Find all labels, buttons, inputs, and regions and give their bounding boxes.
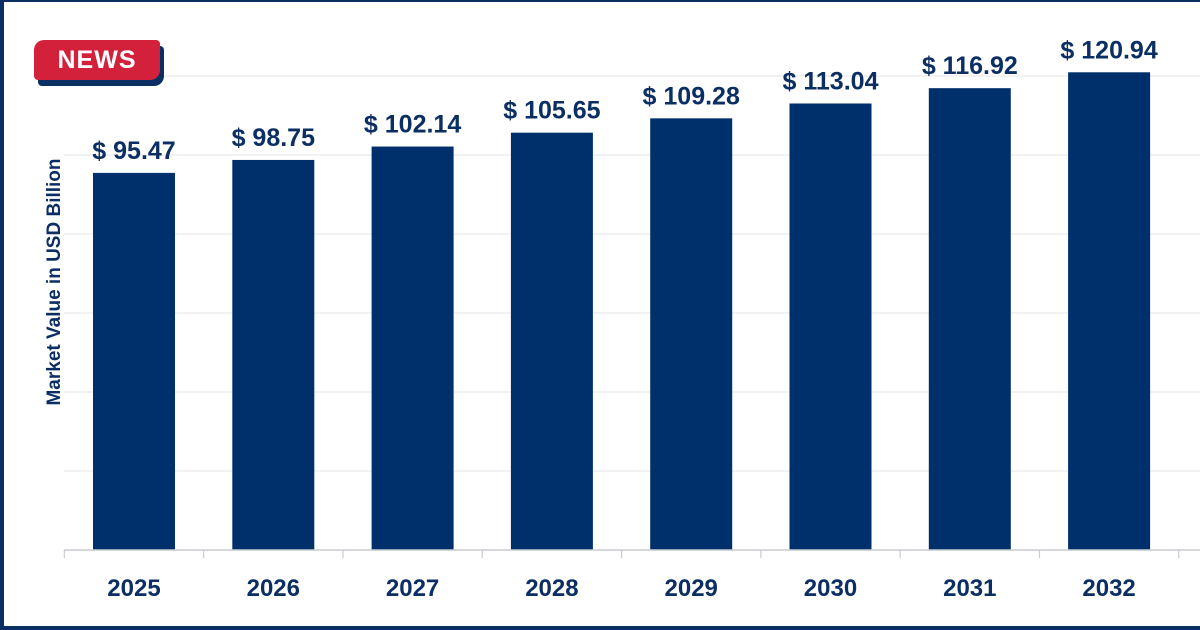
value-label-2029: $ 109.28 xyxy=(643,82,740,110)
x-tick-label-2025: 2025 xyxy=(107,575,160,602)
bar-2027 xyxy=(371,146,454,550)
news-badge: NEWS xyxy=(34,40,168,90)
bar-2031 xyxy=(928,88,1011,550)
value-label-2031: $ 116.92 xyxy=(922,52,1018,80)
bar-2028 xyxy=(510,132,593,550)
x-tick-label-2029: 2029 xyxy=(665,575,718,602)
x-tick-label-2026: 2026 xyxy=(247,575,300,602)
x-axis-ticks: 202520262027202820292030203120322033 xyxy=(63,550,1180,602)
x-tick-label-2028: 2028 xyxy=(525,575,578,602)
value-label-2032: $ 120.94 xyxy=(1060,36,1157,64)
x-tick-label-2027: 2027 xyxy=(386,575,439,602)
bar-2026 xyxy=(232,159,315,550)
bar-2032 xyxy=(1068,72,1151,551)
value-label-2025: $ 95.47 xyxy=(92,137,175,165)
news-badge-label: NEWS xyxy=(34,40,160,80)
x-tick-label-2031: 2031 xyxy=(943,575,996,602)
x-tick-label-2032: 2032 xyxy=(1082,575,1135,602)
value-label-2026: $ 98.75 xyxy=(232,124,316,152)
value-label-2028: $ 105.65 xyxy=(503,97,600,125)
value-labels: $ 95.47 $ 98.75 $ 102.14 $ 105.65 $ 109.28 $ … xyxy=(92,20,1200,165)
bars xyxy=(93,72,1151,551)
value-label-2030: $ 113.04 xyxy=(783,67,879,95)
bar-2029 xyxy=(650,118,733,551)
bar-2030 xyxy=(789,103,872,550)
bar-2025 xyxy=(93,172,175,550)
x-tick-label-2030: 2030 xyxy=(804,575,857,602)
y-axis-label: Market Value in USD Billion xyxy=(44,158,65,405)
value-label-2027: $ 102.14 xyxy=(364,111,461,139)
